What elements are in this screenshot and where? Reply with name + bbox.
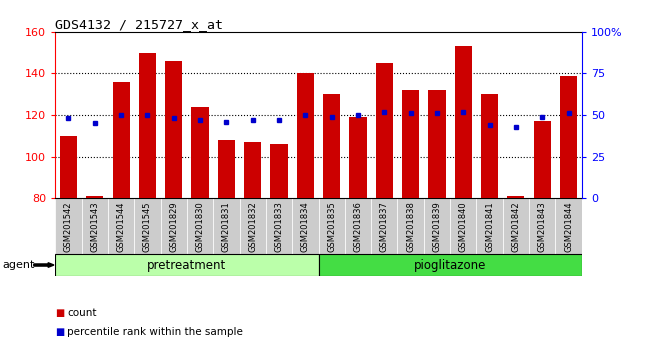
- Bar: [371, 198, 398, 254]
- Text: GSM201840: GSM201840: [459, 201, 468, 252]
- Bar: [139, 53, 156, 198]
- Text: agent: agent: [2, 260, 34, 270]
- Bar: [402, 90, 419, 198]
- Bar: [529, 198, 556, 254]
- Bar: [161, 198, 187, 254]
- Bar: [345, 198, 371, 254]
- Text: GSM201544: GSM201544: [116, 201, 125, 252]
- Bar: [450, 198, 476, 254]
- Text: GDS4132 / 215727_x_at: GDS4132 / 215727_x_at: [55, 18, 223, 31]
- Bar: [481, 94, 498, 198]
- Bar: [266, 198, 292, 254]
- Bar: [508, 196, 525, 198]
- Bar: [112, 82, 129, 198]
- Bar: [292, 198, 318, 254]
- Text: GSM201836: GSM201836: [354, 201, 363, 252]
- Text: GSM201834: GSM201834: [301, 201, 310, 252]
- Bar: [318, 198, 345, 254]
- Bar: [424, 198, 450, 254]
- Bar: [428, 90, 445, 198]
- Bar: [534, 121, 551, 198]
- Bar: [244, 142, 261, 198]
- Text: GSM201831: GSM201831: [222, 201, 231, 252]
- Bar: [398, 198, 424, 254]
- Text: ■: ■: [55, 308, 64, 318]
- Text: GSM201829: GSM201829: [169, 201, 178, 252]
- Bar: [82, 198, 108, 254]
- Bar: [560, 75, 577, 198]
- Bar: [55, 254, 318, 276]
- Text: GSM201844: GSM201844: [564, 201, 573, 252]
- Bar: [165, 61, 182, 198]
- Bar: [455, 46, 472, 198]
- Text: percentile rank within the sample: percentile rank within the sample: [67, 327, 243, 337]
- Bar: [503, 198, 529, 254]
- Bar: [318, 254, 582, 276]
- Text: GSM201833: GSM201833: [274, 201, 283, 252]
- Text: GSM201842: GSM201842: [512, 201, 521, 252]
- Bar: [187, 198, 213, 254]
- Bar: [376, 63, 393, 198]
- Bar: [270, 144, 287, 198]
- Bar: [297, 74, 314, 198]
- Bar: [323, 94, 340, 198]
- Text: ■: ■: [55, 327, 64, 337]
- Text: GSM201543: GSM201543: [90, 201, 99, 252]
- Bar: [213, 198, 240, 254]
- Bar: [192, 107, 209, 198]
- Bar: [55, 198, 82, 254]
- Bar: [135, 198, 161, 254]
- Bar: [60, 136, 77, 198]
- Bar: [240, 198, 266, 254]
- Text: count: count: [67, 308, 96, 318]
- Text: GSM201832: GSM201832: [248, 201, 257, 252]
- Text: GSM201830: GSM201830: [196, 201, 205, 252]
- Text: GSM201843: GSM201843: [538, 201, 547, 252]
- Bar: [86, 196, 103, 198]
- Text: GSM201837: GSM201837: [380, 201, 389, 252]
- Bar: [556, 198, 582, 254]
- Text: GSM201841: GSM201841: [485, 201, 494, 252]
- Text: GSM201542: GSM201542: [64, 201, 73, 252]
- Bar: [108, 198, 135, 254]
- Bar: [476, 198, 503, 254]
- Text: pioglitazone: pioglitazone: [414, 258, 486, 272]
- Bar: [350, 117, 367, 198]
- Text: GSM201835: GSM201835: [327, 201, 336, 252]
- Text: GSM201545: GSM201545: [143, 201, 152, 252]
- Text: GSM201838: GSM201838: [406, 201, 415, 252]
- Text: pretreatment: pretreatment: [148, 258, 226, 272]
- Text: GSM201839: GSM201839: [432, 201, 441, 252]
- Bar: [218, 140, 235, 198]
